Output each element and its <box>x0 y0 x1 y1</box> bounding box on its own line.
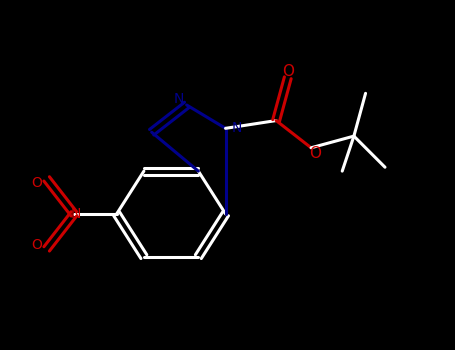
Text: N: N <box>174 92 184 106</box>
Text: O: O <box>31 238 42 252</box>
Text: O: O <box>309 146 321 161</box>
Text: N: N <box>71 207 81 221</box>
Text: N: N <box>232 121 242 135</box>
Text: O: O <box>282 64 294 79</box>
Text: O: O <box>31 176 42 190</box>
